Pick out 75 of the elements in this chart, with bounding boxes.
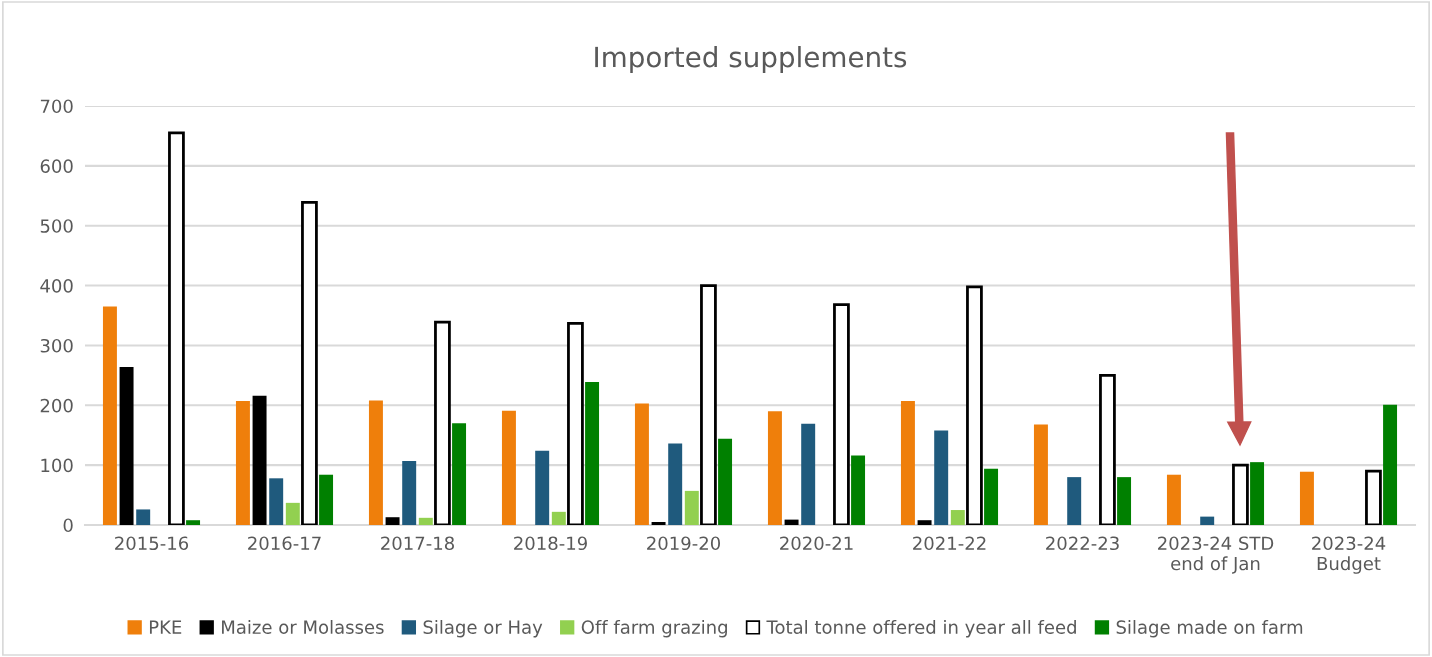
y-tick-label: 700 xyxy=(40,99,73,114)
bar xyxy=(833,303,850,525)
bar xyxy=(1033,424,1048,525)
bar xyxy=(319,474,334,525)
x-tick-label: 2023-24 STD end of Jan xyxy=(1158,536,1274,574)
bar xyxy=(801,423,816,525)
x-tick-label: 2019-20 xyxy=(647,536,721,551)
y-tick-label: 200 xyxy=(40,398,73,413)
bar xyxy=(452,423,467,525)
bar xyxy=(917,520,932,525)
bar xyxy=(418,517,433,525)
bar xyxy=(269,478,284,525)
bar xyxy=(285,502,300,525)
bar xyxy=(551,511,566,525)
bar xyxy=(1200,516,1215,525)
bar xyxy=(984,468,999,525)
x-tick-label: 2022-23 xyxy=(1046,536,1119,551)
bar xyxy=(1067,477,1082,525)
bar xyxy=(501,410,516,525)
bar xyxy=(385,517,400,525)
y-tick-label: 0 xyxy=(63,518,73,533)
bar xyxy=(684,490,699,525)
bar xyxy=(1365,469,1382,525)
bar xyxy=(1117,477,1132,525)
bar xyxy=(851,455,866,525)
y-tick-label: 600 xyxy=(40,159,73,173)
bar xyxy=(718,438,733,525)
legend-label: PKE xyxy=(149,620,182,634)
legend-label: Silage made on farm xyxy=(1116,619,1303,638)
bar xyxy=(1232,463,1249,525)
x-tick-label: 2015-16 xyxy=(115,536,189,551)
bar xyxy=(235,401,250,525)
bar xyxy=(434,320,451,525)
x-tick-label: 2016-17 xyxy=(248,536,321,551)
bar xyxy=(168,131,185,525)
legend-label: Off farm grazing xyxy=(581,619,727,638)
bar xyxy=(934,430,949,525)
bar xyxy=(136,509,151,525)
legend-label: Total tonne offered in year all feed xyxy=(766,619,1076,638)
bar xyxy=(186,520,201,525)
bar xyxy=(585,381,600,525)
x-tick-label: 2017-18 xyxy=(381,536,454,551)
bar xyxy=(567,321,584,525)
chart-title: Imported supplements xyxy=(595,46,907,73)
bar xyxy=(102,306,117,525)
bar xyxy=(1099,373,1116,525)
x-tick-label: 2018-19 xyxy=(514,536,587,551)
bar xyxy=(668,443,683,525)
bar xyxy=(784,519,799,525)
y-tick-label: 300 xyxy=(40,338,73,353)
bar xyxy=(1299,471,1314,525)
x-tick-label: 2021-22 xyxy=(913,536,986,551)
legend-label: Maize or Molasses xyxy=(222,619,384,634)
bar xyxy=(1383,404,1398,525)
bar xyxy=(950,510,965,525)
bar xyxy=(900,401,915,525)
y-tick-label: 400 xyxy=(40,279,73,293)
bar xyxy=(368,400,383,525)
bar xyxy=(119,366,134,525)
y-tick-label: 500 xyxy=(40,219,73,233)
bar xyxy=(634,403,649,525)
legend-label: Silage or Hay xyxy=(423,619,543,638)
bar xyxy=(402,460,417,525)
bar xyxy=(651,522,666,525)
bar xyxy=(966,285,983,525)
x-tick-label: 2023-24 Budget xyxy=(1312,536,1386,574)
bar xyxy=(535,450,550,525)
bar xyxy=(1166,474,1181,525)
bar xyxy=(1250,462,1265,525)
bar xyxy=(301,200,318,525)
bar xyxy=(252,395,267,525)
y-tick-label: 100 xyxy=(41,458,73,473)
bar xyxy=(767,411,782,525)
x-tick-label: 2020-21 xyxy=(780,536,853,551)
bar xyxy=(700,284,717,525)
